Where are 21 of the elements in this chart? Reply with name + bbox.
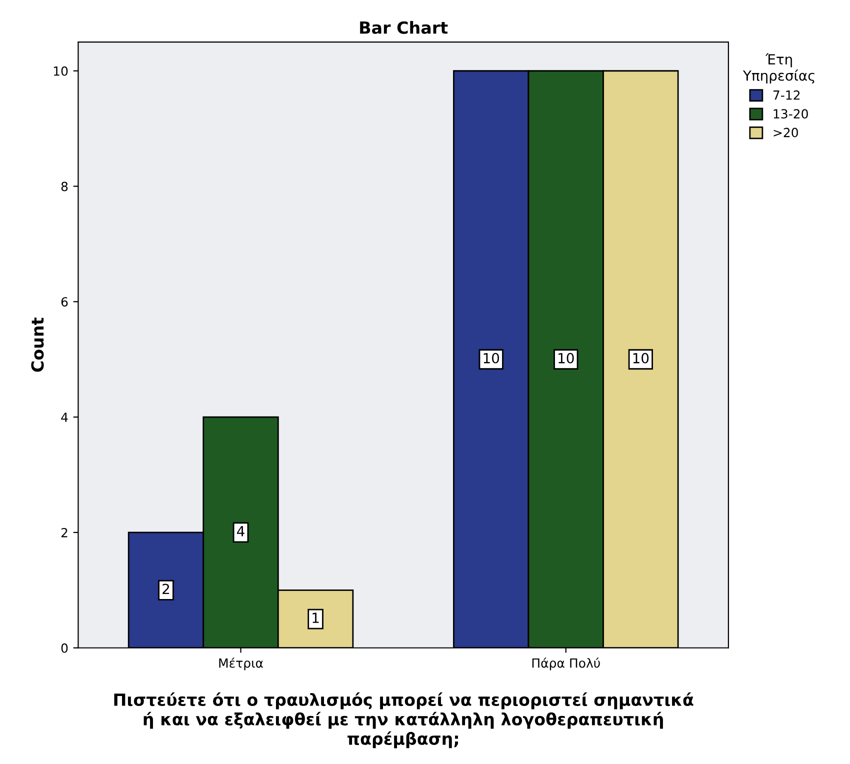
legend-label: 13-20 bbox=[774, 109, 808, 119]
data-label: 1 bbox=[312, 612, 319, 623]
y-tick-label: 10 bbox=[54, 66, 68, 76]
data-label: 10 bbox=[484, 352, 500, 364]
y-axis-title: Count bbox=[31, 318, 44, 372]
chart-title: Bar Chart bbox=[360, 21, 448, 34]
y-tick-label: 6 bbox=[61, 297, 68, 307]
x-tick-label: Μέτρια bbox=[219, 658, 263, 670]
y-tick-label: 4 bbox=[61, 412, 68, 422]
data-label: 2 bbox=[162, 584, 170, 594]
data-label: 10 bbox=[633, 352, 649, 364]
data-label: 4 bbox=[237, 526, 244, 536]
legend-label: >20 bbox=[774, 128, 798, 138]
x-tick-label: Πάρα Πολύ bbox=[532, 658, 600, 670]
y-tick-label: 2 bbox=[61, 528, 68, 538]
x-axis-title: Πιστεύετε ότι ο τραυλισμός μπορεί να περιοριστεί σημαντικά ή και να εξαλειφθεί με την κατάλληλη λογοθεραπευτική παρέμβαση; bbox=[114, 692, 694, 748]
legend-title: Έτη Υπηρεσίας bbox=[742, 53, 814, 84]
legend-label: 7-12 bbox=[773, 90, 800, 100]
y-tick-label: 0 bbox=[61, 643, 68, 653]
y-tick-label: 8 bbox=[61, 182, 68, 192]
data-label: 10 bbox=[558, 352, 574, 364]
